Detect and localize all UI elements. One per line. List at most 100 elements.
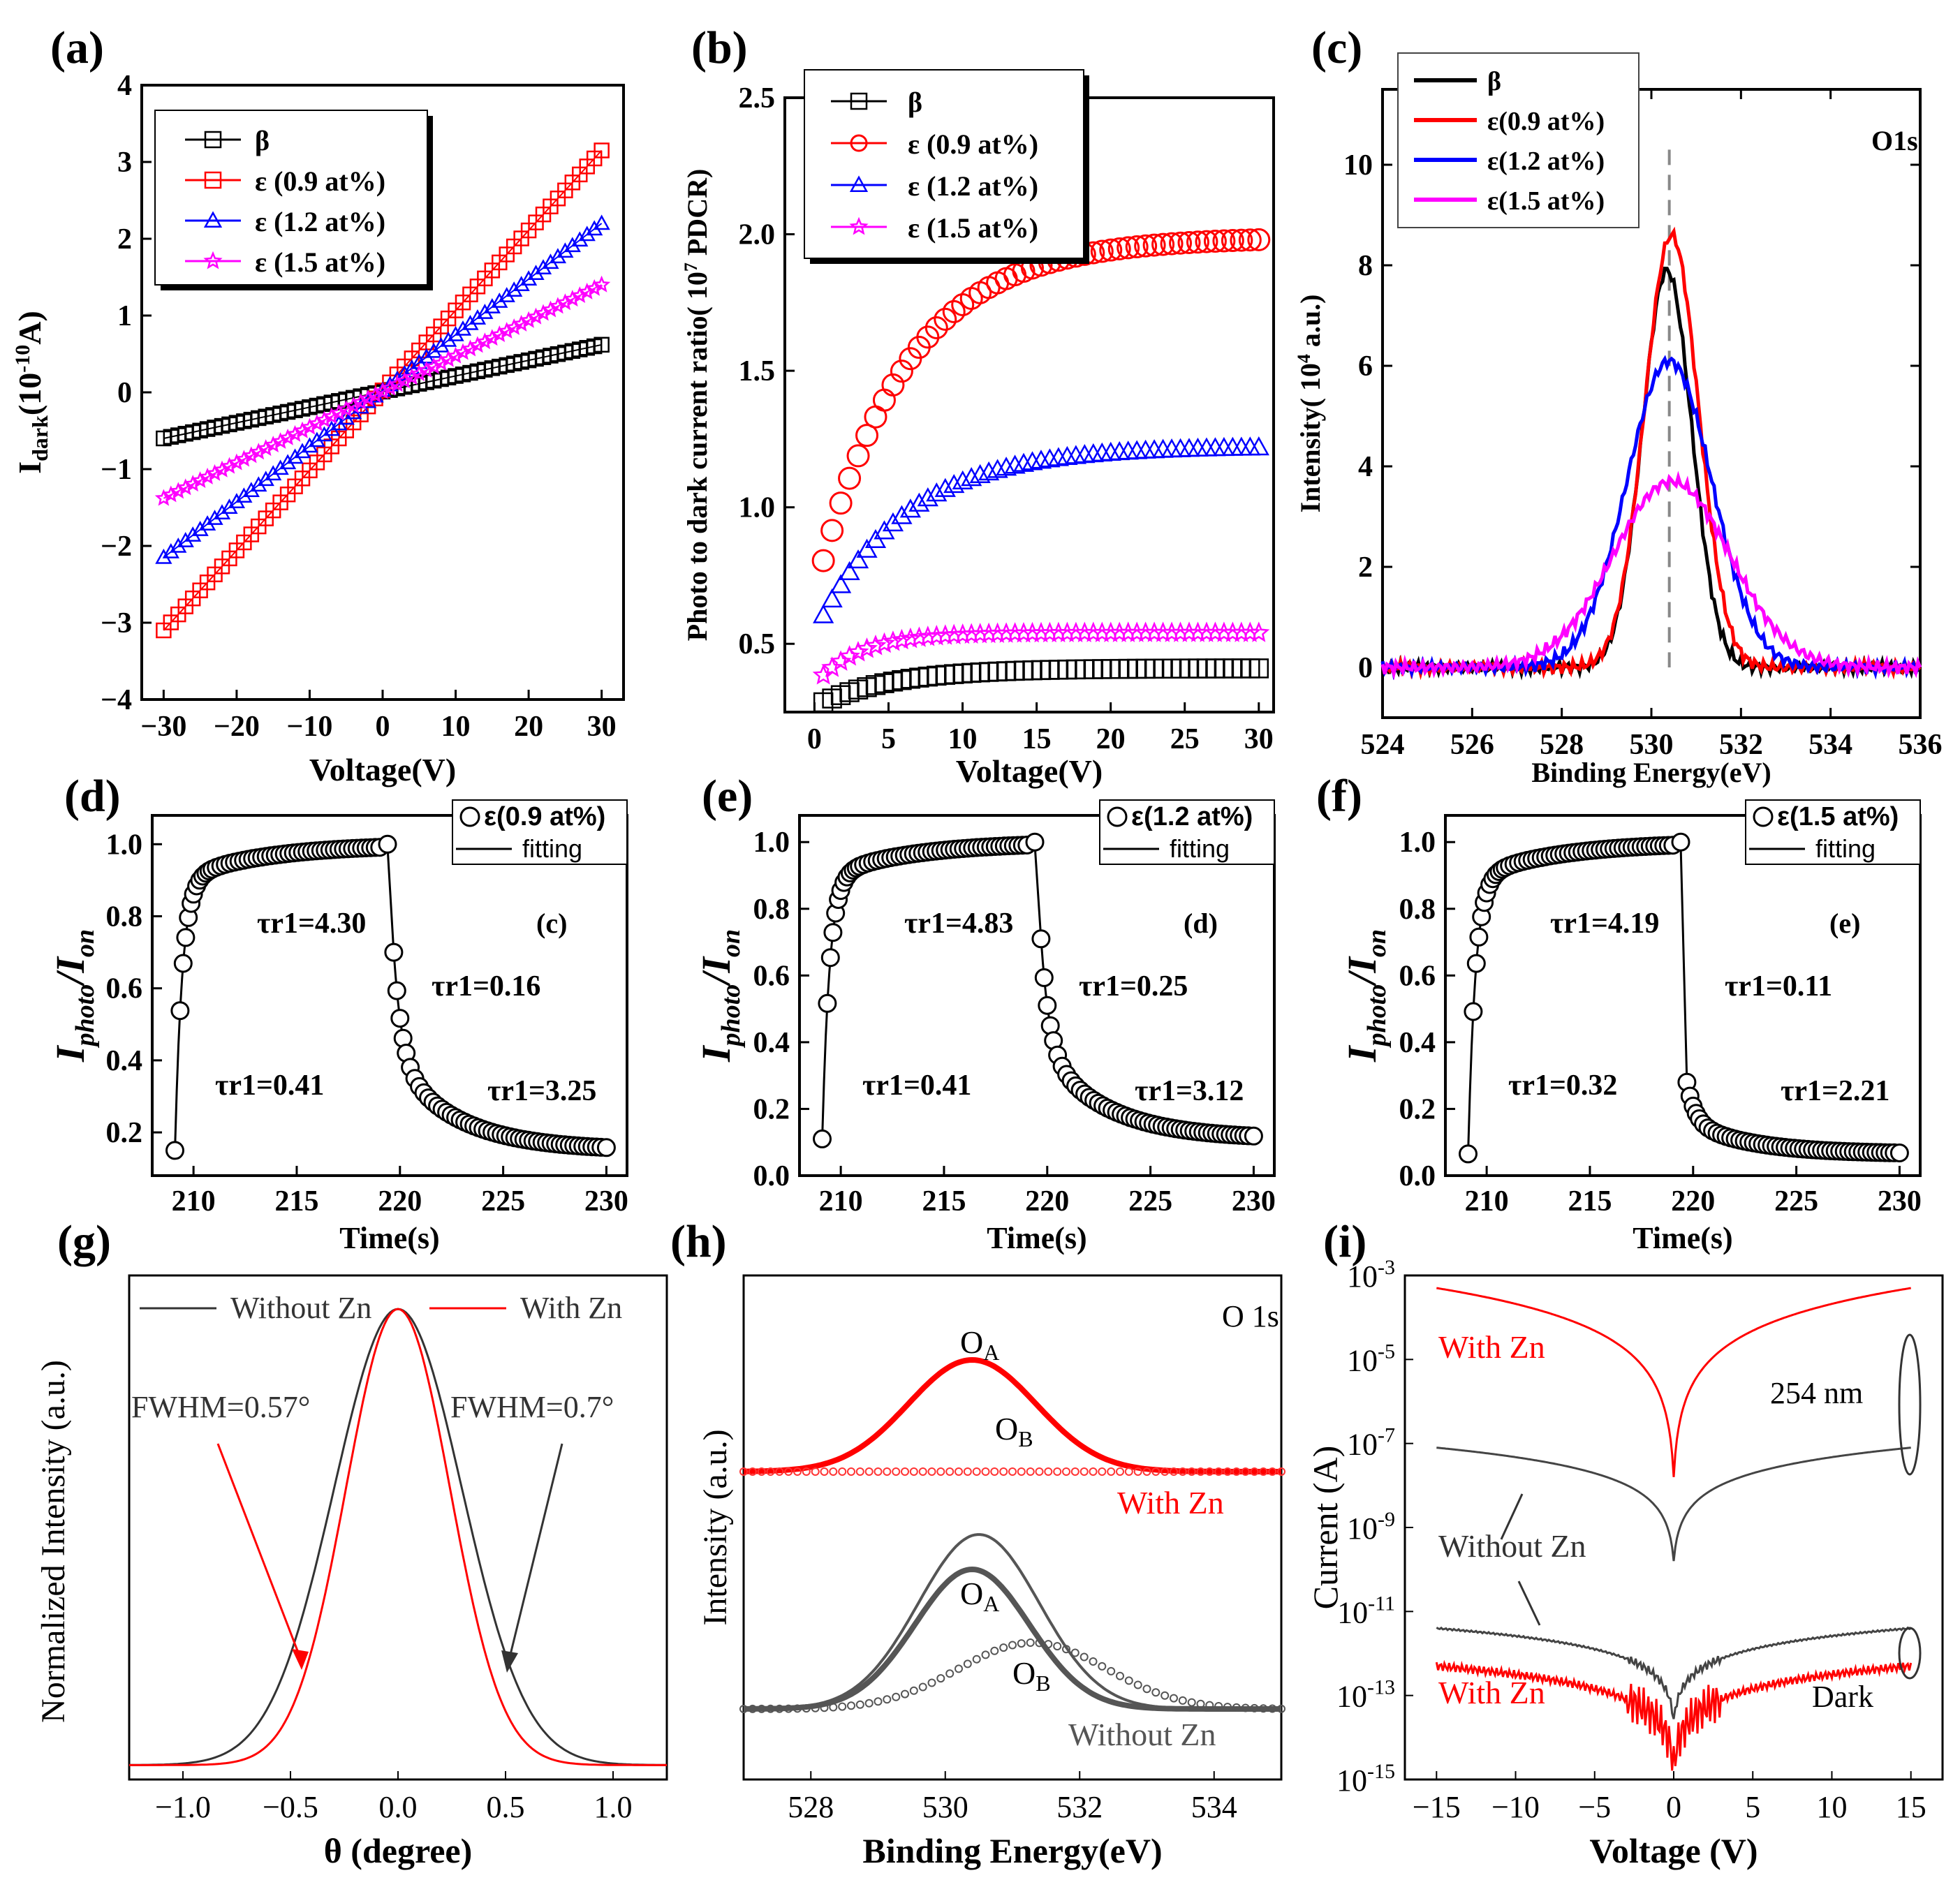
legend-text: ε (0.9 at%): [255, 165, 385, 197]
data-point: [596, 1138, 616, 1157]
panel-label: (g): [57, 1216, 111, 1267]
data-point: [847, 641, 869, 662]
arrow-red-head: [292, 1649, 309, 1670]
data-point: [838, 1702, 847, 1711]
y-tick-label: 4: [117, 70, 132, 102]
series-line-1: [129, 1308, 667, 1766]
legend-text: ε (1.2 at%): [908, 170, 1038, 202]
x-tick-label: 215: [274, 1185, 318, 1218]
y-tick-label: 1.0: [753, 827, 790, 859]
with-zn-ob-points: [739, 1467, 1285, 1476]
x-tick-label: 526: [1450, 729, 1494, 761]
legend-text: ε (0.9 at%): [908, 128, 1038, 160]
x-tick-label: 220: [1025, 1185, 1069, 1218]
data-point: [926, 482, 948, 502]
x-tick-label: 15: [1896, 1790, 1926, 1824]
legend-text: With Zn: [520, 1291, 622, 1325]
data-point: [955, 1467, 963, 1476]
x-tick-label: 10: [948, 723, 978, 755]
data-point: [890, 360, 913, 383]
y-tick-label: 0.0: [753, 1160, 790, 1192]
x-tick-label: 528: [788, 1790, 834, 1824]
sub-label: (c): [536, 908, 567, 939]
data-point: [593, 214, 610, 230]
data-point: [1232, 1467, 1241, 1476]
data-point: [1160, 1467, 1170, 1476]
x-tick-label: 230: [584, 1185, 628, 1218]
data-points: [165, 834, 616, 1160]
x-tick-label: 0: [807, 723, 822, 755]
y-tick-label: 0.8: [753, 894, 790, 926]
tau-label: τr1=0.25: [1079, 970, 1188, 1002]
panel-e: 210 215 220 225 230 0.0 0.2 0.4 0.6 0.8 1.0(e) Time…: [693, 771, 1276, 1255]
data-point: [1178, 1467, 1187, 1476]
data-point: [1025, 832, 1045, 852]
y-tick-label: 10-7: [1347, 1424, 1395, 1462]
data-point: [943, 473, 965, 494]
data-point: [820, 1703, 829, 1712]
series-3: [154, 275, 611, 506]
data-point: [1142, 233, 1166, 257]
data-point: [892, 1467, 901, 1476]
data-point: [813, 604, 834, 623]
y-tick-label: 0.6: [106, 973, 143, 1005]
x-tick-label: 220: [378, 1185, 422, 1218]
data-point: [1124, 1467, 1133, 1476]
data-point: [1232, 1703, 1241, 1712]
data-point: [1169, 231, 1193, 255]
data-point: [864, 1467, 874, 1476]
data-point: [766, 1704, 775, 1713]
data-point: [909, 1467, 918, 1476]
data-point: [1070, 1648, 1080, 1657]
x-tick-label: 30: [1244, 723, 1274, 755]
data-point: [856, 637, 878, 658]
data-point: [1464, 1002, 1483, 1021]
y-tick-label: 2: [1358, 552, 1373, 584]
label-ob: OB: [1012, 1655, 1051, 1696]
data-point: [1248, 436, 1269, 456]
legend-text: β: [255, 125, 270, 156]
label-ob: OB: [995, 1411, 1033, 1451]
series-0: [813, 658, 1269, 713]
data-point: [855, 424, 879, 447]
data-point: [1248, 621, 1270, 642]
data-point: [1039, 448, 1061, 468]
data-point: [999, 1467, 1008, 1476]
data-point: [1212, 229, 1236, 253]
data-point: [1125, 235, 1149, 259]
data-point: [899, 498, 922, 518]
legend-marker: [204, 131, 222, 149]
y-tick-label: 0.6: [1399, 960, 1436, 992]
data-point: [170, 1001, 190, 1021]
data-point: [1134, 234, 1158, 258]
data-points: [1459, 832, 1909, 1164]
data-point: [1026, 1467, 1035, 1476]
y-axis-label: Intensity (a.u.): [697, 1429, 734, 1625]
data-point: [1124, 1676, 1133, 1685]
data-point: [1116, 1467, 1124, 1476]
x-tick-label: −5: [1578, 1790, 1611, 1824]
x-tick-label: 0: [1666, 1790, 1681, 1824]
y-tick-label: 10-5: [1347, 1340, 1395, 1377]
data-point: [963, 1659, 972, 1668]
data-point: [881, 373, 905, 397]
panel-label: (c): [1311, 22, 1362, 73]
x-tick-label: 528: [1540, 729, 1584, 761]
data-point: [890, 628, 913, 650]
legend-marker: [850, 92, 868, 110]
panel-h: 528 530 532 534 (h) Binding Energy(eV) Intensi…: [670, 1216, 1285, 1870]
panel-i: −15 −10 −5 0 5 10 15 10-3 10-5 10-7 10-9 10-11 10-13…: [1306, 1216, 1944, 1870]
data-point: [757, 1704, 766, 1713]
data-point: [748, 1467, 757, 1476]
x-tick-label: 0: [376, 711, 390, 743]
y-tick-label: 0.0: [1399, 1160, 1436, 1192]
data-point: [594, 336, 610, 353]
data-point: [594, 142, 610, 158]
y-tick-label: −4: [101, 684, 132, 716]
data-point: [1187, 1467, 1196, 1476]
data-point: [821, 588, 843, 608]
x-tick-label: 530: [1630, 729, 1674, 761]
y-axis-label: Current (A): [1306, 1446, 1345, 1610]
data-point: [1241, 1467, 1250, 1476]
data-point: [1008, 1641, 1017, 1650]
